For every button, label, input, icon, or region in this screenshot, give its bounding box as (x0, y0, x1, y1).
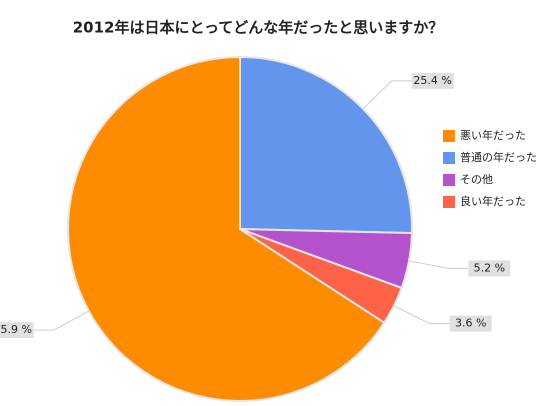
data-label: 3.6 % (455, 317, 486, 330)
legend-label: 良い年だった (460, 194, 526, 208)
legend-swatch (443, 130, 455, 142)
chart-title: 2012年は日本にとってどんな年だったと思いますか？ (73, 19, 444, 37)
legend-label: 普通の年だった (460, 150, 537, 164)
pie-slice (239, 55, 413, 235)
legend-label: その他 (460, 173, 493, 186)
data-label-box (411, 72, 454, 89)
pie-slice (239, 228, 403, 325)
legend-swatch (443, 196, 455, 208)
leader-line (362, 80, 412, 110)
legend-label: 悪い年だった (460, 128, 526, 142)
leader-line (393, 305, 450, 325)
data-label: 65.9 % (0, 323, 32, 336)
legend-swatch (443, 152, 455, 164)
leader-line (33, 310, 90, 331)
data-label-box (0, 322, 34, 339)
data-label: 5.2 % (474, 261, 505, 274)
leader-line (408, 260, 469, 269)
data-label: 25.4 % (413, 74, 451, 87)
legend-swatch (443, 174, 455, 186)
data-label-box (449, 315, 492, 332)
data-label-box (468, 260, 511, 277)
